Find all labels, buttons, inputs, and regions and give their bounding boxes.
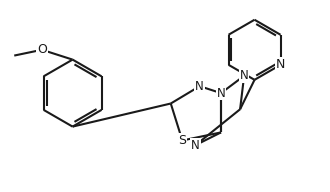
- Text: N: N: [191, 139, 200, 152]
- Text: N: N: [195, 80, 204, 93]
- Text: S: S: [178, 134, 186, 147]
- Text: N: N: [240, 69, 248, 82]
- Text: O: O: [37, 43, 47, 56]
- Text: N: N: [276, 58, 285, 71]
- Text: N: N: [217, 87, 225, 100]
